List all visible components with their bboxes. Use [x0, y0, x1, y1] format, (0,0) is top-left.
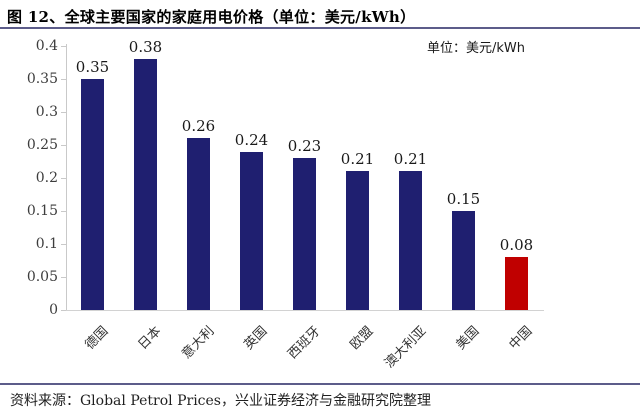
y-axis-tick-mark: [61, 46, 66, 47]
bar-西班牙: [293, 158, 316, 310]
x-axis-label: 日本: [135, 323, 165, 353]
x-axis-label: 中国: [506, 323, 536, 353]
bar-欧盟: [346, 171, 369, 310]
bar-value-label: 0.21: [340, 150, 375, 168]
y-axis-tick-mark: [61, 310, 66, 311]
y-axis-tick-mark: [61, 79, 66, 80]
x-axis-label: 欧盟: [347, 323, 377, 353]
bar-美国: [452, 211, 475, 310]
bar-value-label: 0.15: [446, 190, 481, 208]
x-axis-label: 意大利: [179, 323, 218, 363]
bar-value-label: 0.23: [287, 137, 322, 155]
y-axis-tick-label: 0.3: [35, 104, 58, 120]
bar-英国: [240, 152, 263, 310]
y-axis-tick-mark: [61, 112, 66, 113]
y-axis-tick-label: 0.25: [26, 137, 58, 153]
bar-value-label: 0.24: [234, 131, 269, 149]
y-axis-tick-mark: [61, 145, 66, 146]
title-underline-rule: [0, 27, 640, 29]
bar-澳大利亚: [399, 171, 422, 310]
x-axis-label: 德国: [82, 323, 112, 353]
bar-意大利: [187, 138, 210, 310]
x-axis-line: [66, 310, 544, 311]
bar-中国: [505, 257, 528, 310]
x-axis-label: 美国: [453, 323, 483, 353]
x-axis-label: 西班牙: [285, 323, 324, 363]
footer-rule: [0, 383, 640, 385]
bar-value-label: 0.38: [128, 38, 163, 56]
figure-title: 图 12、全球主要国家的家庭用电价格（单位：美元/kWh）: [7, 8, 416, 26]
y-axis-tick-label: 0.35: [26, 71, 58, 87]
y-axis-tick-label: 0.1: [35, 236, 58, 252]
chart-unit-label: 单位：美元/kWh: [427, 41, 526, 56]
y-axis-tick-mark: [61, 178, 66, 179]
bar-德国: [81, 79, 104, 310]
y-axis-tick-label: 0: [49, 302, 58, 318]
y-axis-tick-label: 0.2: [35, 170, 58, 186]
y-axis-line: [66, 44, 67, 310]
bar-value-label: 0.21: [393, 150, 428, 168]
y-axis-tick-label: 0.15: [26, 203, 58, 219]
bar-日本: [134, 59, 157, 310]
y-axis-tick-mark: [61, 244, 66, 245]
bar-value-label: 0.26: [181, 117, 216, 135]
x-axis-label: 英国: [241, 323, 271, 353]
y-axis-tick-mark: [61, 277, 66, 278]
y-axis-tick-mark: [61, 211, 66, 212]
y-axis-tick-label: 0.4: [35, 38, 58, 54]
bar-value-label: 0.35: [75, 58, 110, 76]
bar-value-label: 0.08: [499, 236, 534, 254]
source-note: 资料来源：Global Petrol Prices，兴业证券经济与金融研究院整理: [10, 393, 431, 409]
y-axis-tick-label: 0.05: [26, 269, 58, 285]
x-axis-label: 澳大利亚: [382, 323, 430, 372]
